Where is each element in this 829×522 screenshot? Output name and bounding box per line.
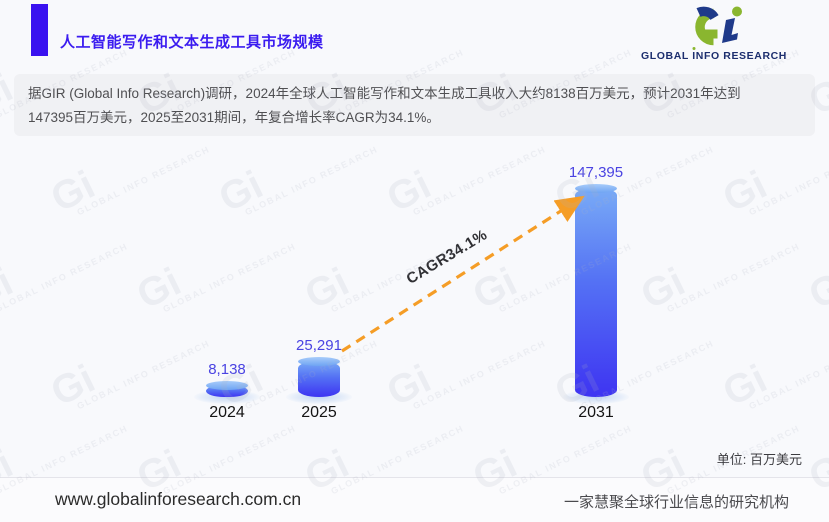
- summary-text-box: 据GIR (Global Info Research)调研，2024年全球人工智…: [14, 74, 815, 136]
- unit-label: 单位: 百万美元: [716, 452, 802, 467]
- bar-value-label: 25,291: [296, 337, 342, 355]
- footer: www.globalinforesearch.com.cn 一家慧聚全球行业信息…: [0, 478, 829, 522]
- x-axis-label: 2025: [301, 404, 337, 421]
- bar-2031: [575, 188, 617, 397]
- bar-2024: [206, 385, 248, 397]
- bar-top-cap: [206, 381, 248, 391]
- bar-value-label: 8,138: [208, 361, 246, 379]
- page-title: 人工智能写作和文本生成工具市场规模: [60, 34, 324, 51]
- x-axis-label: 2024: [209, 404, 245, 421]
- logo: GLOBAL INFO RESEARCH: [629, 5, 799, 62]
- bar-value-label: 147,395: [568, 164, 624, 181]
- summary-line-1: 据GIR (Global Info Research)调研，2024年全球人工智…: [28, 86, 741, 101]
- logo-wordmark: GLOBAL INFO RESEARCH: [640, 50, 787, 62]
- footer-divider: [0, 477, 829, 478]
- title-accent-bar: [31, 4, 48, 56]
- bar-top-cap: [575, 184, 617, 193]
- bar-2025: [298, 361, 340, 397]
- footer-website: www.globalinforesearch.com.cn: [55, 489, 302, 509]
- footer-tagline: 一家慧聚全球行业信息的研究机构: [563, 494, 789, 511]
- bar-top-cap: [298, 357, 340, 367]
- summary-line-2: 147395百万美元，2025至2031期间，年复合增长率CAGR为34.1%。: [28, 110, 440, 125]
- x-axis-label: 2031: [578, 404, 614, 421]
- gir-logo-icon: [695, 6, 742, 46]
